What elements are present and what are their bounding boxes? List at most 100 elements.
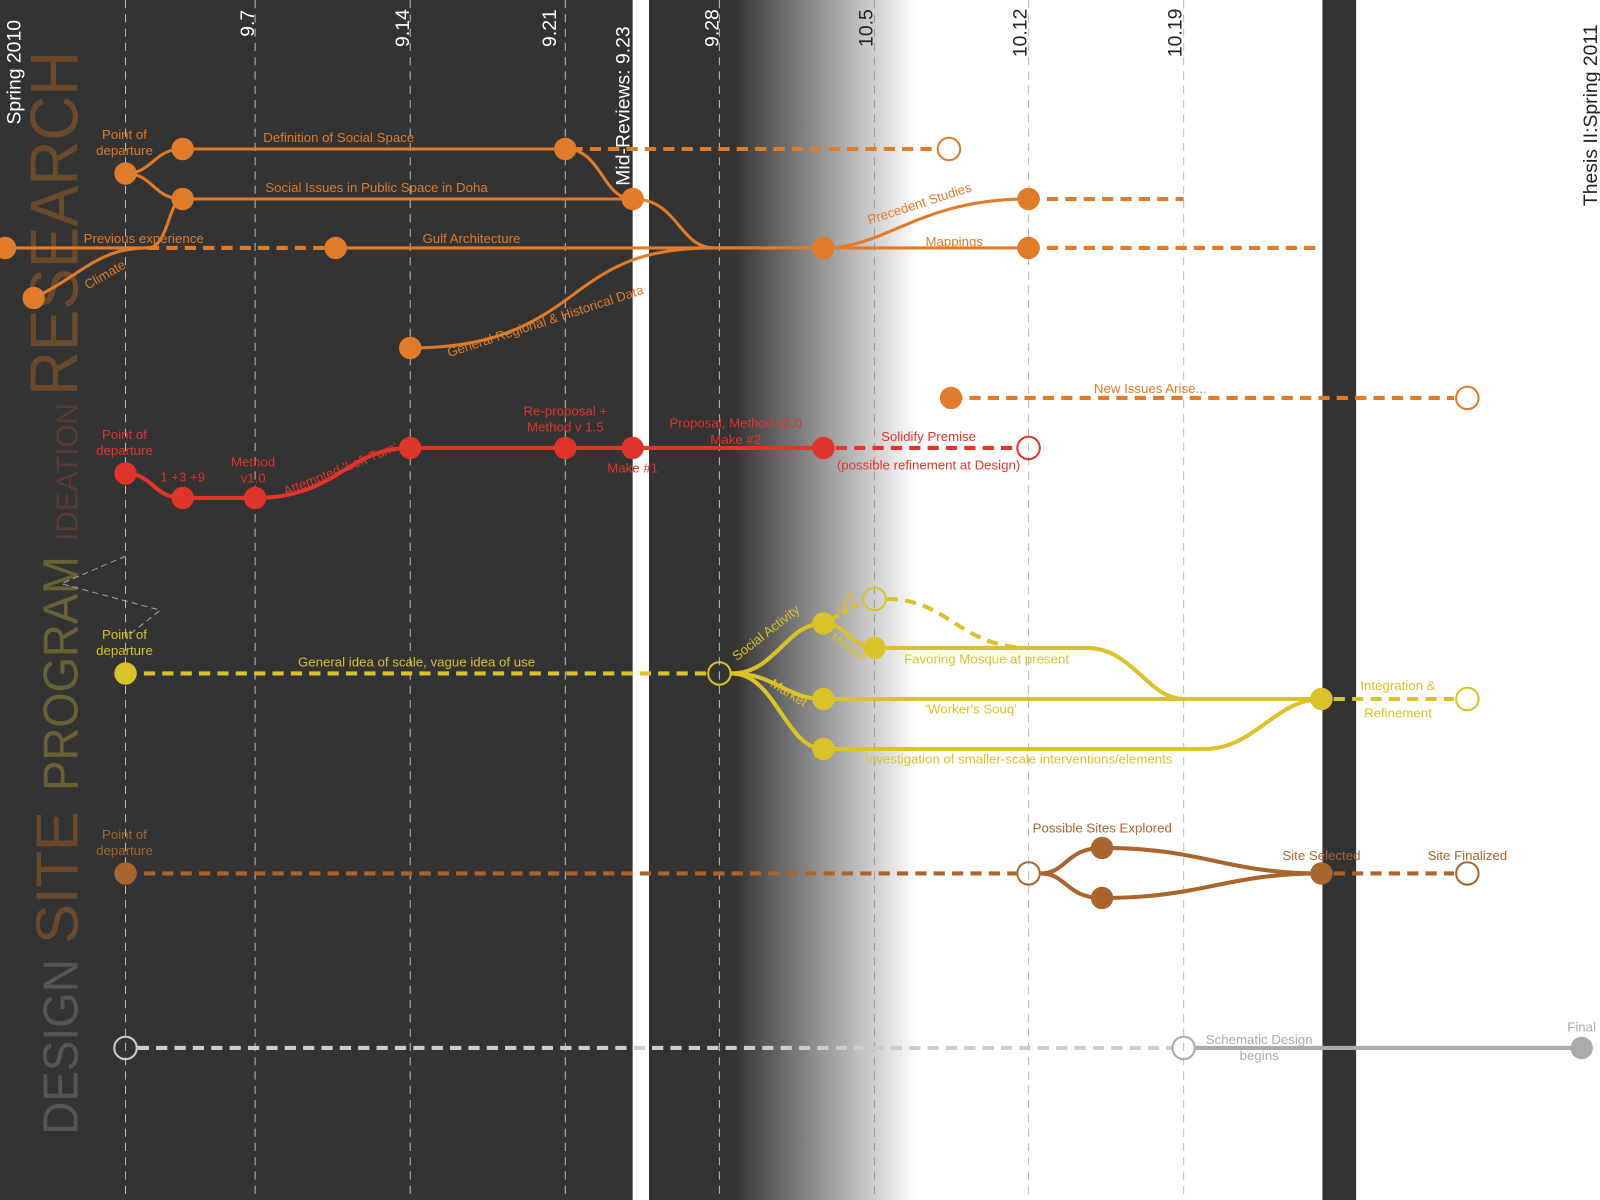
label-favoring: Favoring Mosque at present (904, 651, 1069, 666)
date-label: 9.21 (539, 9, 561, 47)
node (1017, 236, 1040, 260)
ideation-track (125, 445, 1017, 500)
label-proposal: Proposal, Method v2.0 Make #2 (669, 416, 802, 447)
final-review-band (1322, 0, 1357, 1200)
label-schematic: Schematic Design begins (1206, 1032, 1313, 1063)
open-node (113, 1035, 138, 1061)
date-label: 10.12 (1010, 9, 1032, 58)
label-method: Method v1.0 (231, 454, 275, 485)
dark-background-2 (648, 0, 735, 1200)
open-node (1455, 686, 1480, 712)
open-node (707, 661, 732, 686)
label-mappings: Mappings (926, 234, 984, 249)
label-new-issues: New Issues Arise... (1094, 381, 1207, 396)
program-nodes (114, 586, 1480, 761)
node (22, 286, 45, 310)
label-make1: Make #1 (607, 460, 658, 475)
site-nodes (114, 836, 1480, 910)
node (243, 486, 267, 510)
node (939, 386, 963, 410)
node (812, 737, 835, 761)
open-node (936, 136, 962, 162)
node (812, 612, 835, 635)
node (114, 162, 137, 185)
node (324, 236, 347, 260)
node (1570, 1036, 1593, 1060)
label-refinement: (possible refinement at Design) (837, 457, 1020, 472)
node (1017, 187, 1040, 211)
site-labels: Point of departure Possible Sites Explore… (96, 821, 1507, 864)
date-label: 10.19 (1165, 9, 1187, 58)
category-program: PROGRAM (35, 556, 89, 791)
label-social-issues: Social Issues in Public Space in Doha (265, 180, 488, 195)
site-track (125, 845, 1455, 901)
category-site: SITE (24, 811, 91, 944)
node (812, 436, 835, 460)
label-reproposal: Re-proposal + Method v 1.5 (524, 403, 608, 434)
label-general: General idea of scale, vague idea of use (298, 654, 535, 669)
label-final: Final (1567, 1020, 1596, 1035)
label-solidify: Solidify Premise (881, 429, 976, 444)
label-point-of-departure: Point of departure (96, 127, 153, 158)
open-node (1016, 435, 1041, 461)
node (114, 662, 137, 685)
node (171, 187, 194, 211)
node (1090, 886, 1114, 910)
category-labels: DESIGN SITE PROGRAM IDEATION RESEARCH (18, 51, 93, 1135)
node (398, 436, 422, 460)
ideation-nodes (114, 435, 1041, 510)
mid-review-label: Mid-Reviews: 9.23 (613, 26, 635, 185)
node (1310, 862, 1333, 885)
label-investigation: Investigation of smaller-scale intervent… (865, 751, 1172, 766)
label-gulf: Gulf Architecture (422, 231, 520, 246)
open-node (1016, 861, 1041, 886)
program-track (125, 596, 1455, 752)
label-integration: Integration & Refinement (1360, 678, 1435, 721)
label-point-of-departure: Point of departure (96, 427, 153, 458)
category-design: DESIGN (35, 959, 89, 1135)
node (398, 336, 422, 360)
start-label: Spring 2010 (3, 20, 25, 125)
node (171, 137, 194, 161)
date-label: 9.14 (392, 9, 414, 47)
node (114, 862, 137, 885)
final-review-label: Final Reviews:10.26 (1302, 28, 1324, 202)
design-labels: Schematic Design begins Final (1206, 1020, 1596, 1064)
label-finalized: Site Finalized (1428, 848, 1508, 863)
ideation-pointer (59, 555, 162, 639)
open-node (862, 586, 887, 612)
open-node (1171, 1035, 1196, 1061)
label-explored: Possible Sites Explored (1033, 821, 1172, 836)
date-label: 9.28 (701, 9, 723, 47)
open-node (1455, 861, 1480, 886)
label-point-of-departure: Point of departure (96, 827, 153, 858)
node (0, 236, 17, 260)
design-nodes (113, 1035, 1593, 1061)
node (812, 236, 835, 260)
category-research: RESEARCH (18, 51, 93, 396)
research-nodes (0, 136, 1480, 411)
label-selected: Site Selected (1282, 848, 1360, 863)
category-ideation: IDEATION (51, 403, 85, 541)
date-label: 9.7 (237, 10, 259, 37)
node (554, 137, 577, 161)
node (554, 436, 577, 460)
node (621, 187, 644, 211)
date-label: 10.5 (855, 9, 877, 47)
label-point-of-departure: Point of departure (96, 627, 153, 658)
label-step1: 1 +3 +9 (160, 470, 205, 485)
node (621, 436, 644, 460)
node (1090, 836, 1114, 860)
node (1310, 687, 1333, 711)
node (863, 636, 886, 660)
label-definition: Definition of Social Space (263, 130, 414, 145)
node (812, 687, 835, 711)
node (171, 486, 194, 510)
label-previous: Previous experience (84, 231, 204, 246)
open-node (1455, 385, 1480, 411)
label-souq: 'Worker's Souq' (926, 701, 1017, 716)
node (114, 462, 137, 485)
end-label: Thesis II:Spring 2011 (1580, 24, 1600, 206)
